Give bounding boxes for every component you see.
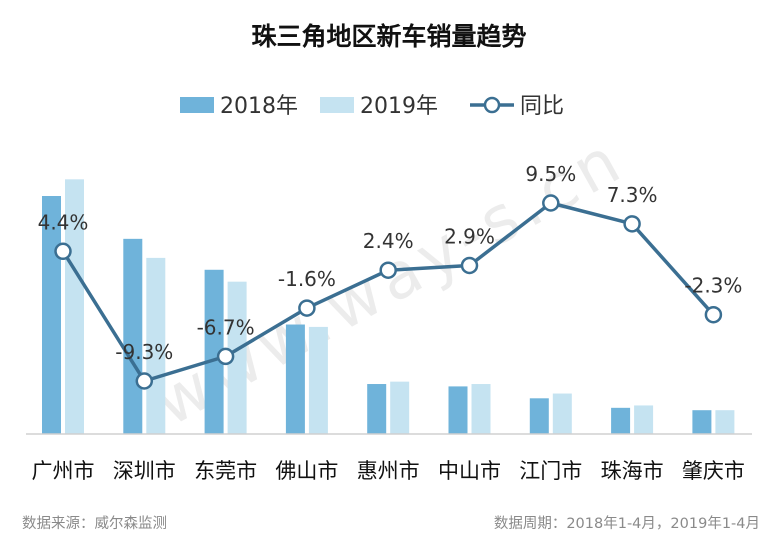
yoy-point-6	[460, 256, 479, 275]
bar-2019-9	[715, 410, 735, 434]
yoy-point-4	[298, 299, 316, 317]
yoy-point-1	[54, 242, 72, 261]
bar-2019-4	[308, 326, 328, 434]
yoy-point-2	[135, 372, 154, 390]
bar-2019-1	[65, 179, 84, 434]
legend-swatch-1	[180, 97, 214, 113]
footer-period: 数据周期：2018年1-4月，2019年1-4月	[494, 515, 760, 532]
chart-title: 珠三角地区新车销量趋势	[251, 22, 526, 51]
category-label-9: 肇庆市	[682, 459, 745, 483]
yoy-point-9	[704, 305, 723, 324]
legend-label-2: 2019年	[360, 94, 438, 119]
legend-item-2: 2019年	[320, 94, 438, 119]
bars	[42, 179, 735, 434]
legend-label-1: 2018年	[220, 94, 298, 119]
legend: 2018年 2019年 同比	[180, 94, 564, 119]
category-label-6: 中山市	[438, 459, 501, 483]
yoy-point-3	[216, 347, 235, 366]
yoy-label-9: -2.3%	[684, 274, 742, 298]
footer-source: 数据来源：威尔森监测	[22, 515, 167, 532]
legend-item-1: 2018年	[180, 94, 298, 119]
bar-2018-4	[285, 324, 305, 434]
bar-2019-6	[471, 384, 491, 434]
bar-2019-2	[146, 257, 166, 434]
bar-2018-2	[123, 238, 143, 434]
category-label-5: 惠州市	[357, 459, 420, 483]
yoy-point-8	[623, 215, 641, 233]
yoy-label-5: 2.4%	[363, 229, 414, 253]
yoy-label-2: -9.3%	[115, 340, 173, 364]
yoy-label-4: -1.6%	[278, 267, 336, 291]
legend-marker	[483, 96, 501, 114]
bar-2018-5	[367, 384, 387, 434]
bar-2019-3	[227, 281, 247, 434]
bar-2019-8	[634, 405, 654, 434]
category-labels: 广州市 深圳市 东莞市 佛山市 惠州市 中山市 江门市 珠海市 肇庆市	[32, 459, 745, 483]
bar-2018-3	[204, 269, 224, 434]
yoy-label-6: 2.9%	[444, 224, 495, 248]
category-label-2: 深圳市	[113, 459, 176, 483]
yoy-line: 4.4% -9.3% -6.7% -1.6% 2.4% 2.9% 9.5% 7.3% -2.3%	[38, 162, 742, 390]
bar-2018-6	[448, 386, 468, 434]
bar-2018-9	[692, 410, 712, 434]
category-label-8: 珠海市	[601, 459, 664, 483]
legend-label-3: 同比	[520, 94, 564, 119]
bar-2019-7	[552, 393, 572, 434]
yoy-point-7	[542, 194, 560, 212]
bar-2018-7	[529, 398, 549, 434]
bar-2019-5	[390, 381, 410, 434]
yoy-label-3: -6.7%	[197, 315, 255, 339]
legend-swatch-2	[320, 97, 354, 113]
yoy-point-5	[379, 261, 397, 279]
category-label-7: 江门市	[519, 459, 582, 483]
bar-2018-8	[611, 407, 631, 434]
category-label-1: 广州市	[32, 459, 95, 483]
yoy-label-7: 9.5%	[525, 162, 576, 186]
legend-item-3: 同比	[470, 94, 564, 119]
category-label-4: 佛山市	[275, 459, 338, 483]
yoy-label-1: 4.4%	[38, 210, 89, 234]
yoy-label-8: 7.3%	[607, 183, 658, 207]
category-label-3: 东莞市	[194, 459, 257, 483]
